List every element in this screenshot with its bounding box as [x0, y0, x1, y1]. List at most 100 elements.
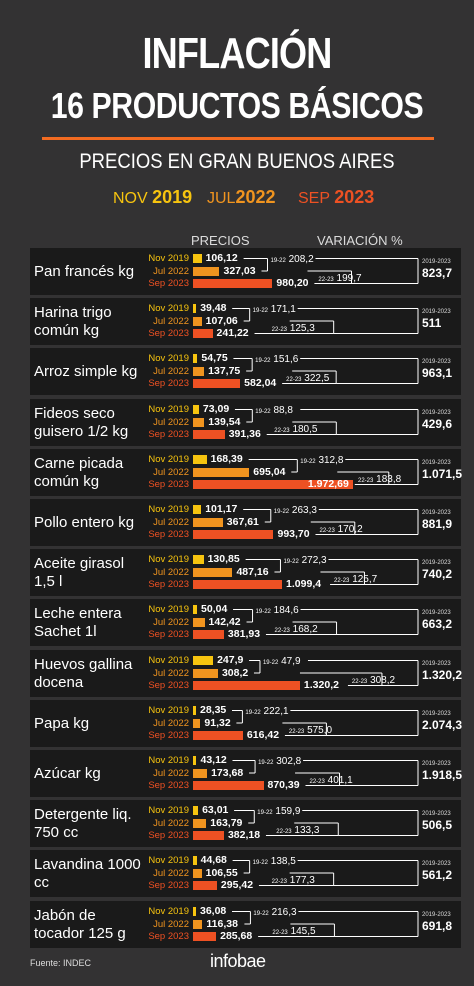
variation-19-22: 19-22 312,8	[300, 454, 344, 466]
variation-22-23: 22-23 170,2	[319, 523, 363, 535]
period-label: Sep 2023	[148, 629, 189, 640]
period-label: Sep 2023	[148, 880, 189, 891]
variation-total-value: 2.074,3	[422, 718, 463, 732]
period-label: Jul 2022	[153, 416, 189, 428]
title-line-1: INFLACIÓN	[142, 29, 332, 78]
bar-value: 36,08	[200, 905, 227, 917]
variation-total-label: 2019-2023	[422, 460, 451, 466]
variation-total-value: 561,2	[422, 868, 453, 882]
variation-19-22: 19-22 222,1	[245, 705, 289, 717]
variation-total-value: 740,2	[422, 567, 453, 581]
bar-jul2022	[193, 366, 205, 376]
variation-total-label: 2019-2023	[422, 410, 451, 416]
bar-value: 107,06	[205, 314, 238, 327]
source-note: Fuente: INDEC	[30, 958, 92, 968]
column-header-variation: VARIACIÓN %	[317, 233, 403, 248]
product-label-text: Fideos seco guisero 1/2 kg	[34, 405, 129, 440]
product-label-text: Arroz simple kg	[34, 363, 138, 380]
bar-value: 91,32	[204, 716, 231, 729]
brand-logo: infobae	[210, 951, 266, 971]
variation-total-label: 2019-2023	[422, 661, 451, 667]
bar-nov2019	[193, 254, 202, 263]
bar-value: 106,55	[205, 866, 238, 879]
bar-sep2023	[193, 430, 225, 439]
period-label: Jul 2022	[153, 516, 189, 528]
bar-jul2022	[193, 567, 233, 577]
product-label: Detergente liq. 750 cc	[34, 800, 149, 847]
variation-22-23: 22-23 199,7	[318, 272, 362, 284]
bar-nov2019	[193, 756, 197, 765]
bar-sep2023	[193, 329, 213, 338]
bar-value: 130,85	[207, 553, 240, 565]
bar-value: 367,61	[226, 515, 259, 528]
bar-jul2022	[193, 868, 202, 878]
variation-22-23: 22-23 308,2	[351, 674, 396, 686]
period-label: Jul 2022	[153, 365, 189, 377]
bar-sep2023	[193, 781, 264, 790]
product-label: Lavandina 1000 cc	[34, 850, 149, 897]
period-label: Nov 2019	[148, 353, 189, 364]
bar-sep2023	[193, 580, 283, 589]
variation-19-22: 19-22 263,3	[273, 504, 317, 516]
variation-total-value: 691,8	[422, 919, 453, 933]
product-label: Aceite girasol 1,5 l	[34, 549, 149, 596]
product-label: Arroz simple kg	[34, 348, 149, 395]
bar-value: 43,12	[200, 754, 227, 766]
variation-19-22: 19-22 184,6	[255, 604, 299, 616]
bar-value: 870,39	[267, 779, 300, 791]
bar-nov2019	[193, 455, 207, 464]
bar-value: 285,68	[220, 930, 253, 942]
product-row	[30, 700, 461, 747]
legend-jul2022: JUL2022	[207, 187, 276, 207]
period-label: Jul 2022	[153, 265, 189, 277]
title-line-2: 16 PRODUCTOS BÁSICOS	[50, 85, 424, 126]
bar-value: 695,04	[253, 465, 286, 478]
variation-total-label: 2019-2023	[422, 309, 451, 315]
variation-total-label: 2019-2023	[422, 510, 451, 516]
product-label-text: Huevos gallina docena	[34, 656, 133, 691]
bar-value: 44,68	[200, 854, 227, 866]
bar-nov2019	[193, 806, 199, 815]
variation-total-label: 2019-2023	[422, 711, 451, 717]
bar-sep2023	[193, 681, 300, 690]
variation-22-23: 22-23 322,5	[286, 372, 330, 384]
bar-jul2022	[193, 617, 205, 627]
variation-total-label: 2019-2023	[422, 861, 451, 867]
bar-jul2022	[193, 718, 201, 728]
variation-19-22: 19-22 151,6	[255, 353, 299, 365]
variation-22-23: 22-23 177,3	[271, 874, 315, 886]
bar-jul2022	[193, 266, 220, 276]
period-label: Jul 2022	[153, 566, 189, 578]
bar-value: 1.972,69	[307, 478, 349, 490]
period-label: Nov 2019	[148, 554, 189, 565]
bar-jul2022	[193, 919, 203, 929]
variation-total-label: 2019-2023	[422, 761, 451, 767]
period-label: Jul 2022	[153, 667, 189, 679]
bar-value: 101,17	[205, 503, 238, 515]
period-label: Nov 2019	[148, 504, 189, 515]
bar-nov2019	[193, 656, 214, 665]
column-header-prices: PRECIOS	[191, 233, 250, 248]
product-row	[30, 348, 461, 395]
bar-value: 616,42	[246, 729, 280, 741]
product-label-text: Papa kg	[34, 715, 90, 732]
variation-total-value: 881,9	[422, 517, 453, 531]
period-label: Jul 2022	[153, 867, 189, 879]
variation-19-22: 19-22 208,2	[270, 253, 314, 265]
period-label: Jul 2022	[153, 315, 189, 327]
variation-total-value: 506,5	[422, 818, 453, 832]
bar-value: 487,16	[236, 565, 269, 578]
bar-value: 137,75	[208, 364, 241, 377]
title-rule	[42, 137, 434, 140]
product-label: Carne picada común kg	[34, 449, 149, 496]
period-label: Sep 2023	[148, 780, 189, 791]
bar-sep2023	[193, 932, 217, 941]
period-label: Sep 2023	[148, 579, 189, 590]
bar-value: 1.320,2	[303, 679, 339, 691]
product-label: Pan francés kg	[34, 248, 149, 295]
period-label: Sep 2023	[148, 328, 189, 339]
bar-sep2023	[193, 831, 224, 840]
bar-value: 116,38	[206, 917, 238, 930]
period-label: Jul 2022	[153, 616, 189, 628]
variation-total-value: 1.320,2	[422, 668, 463, 682]
